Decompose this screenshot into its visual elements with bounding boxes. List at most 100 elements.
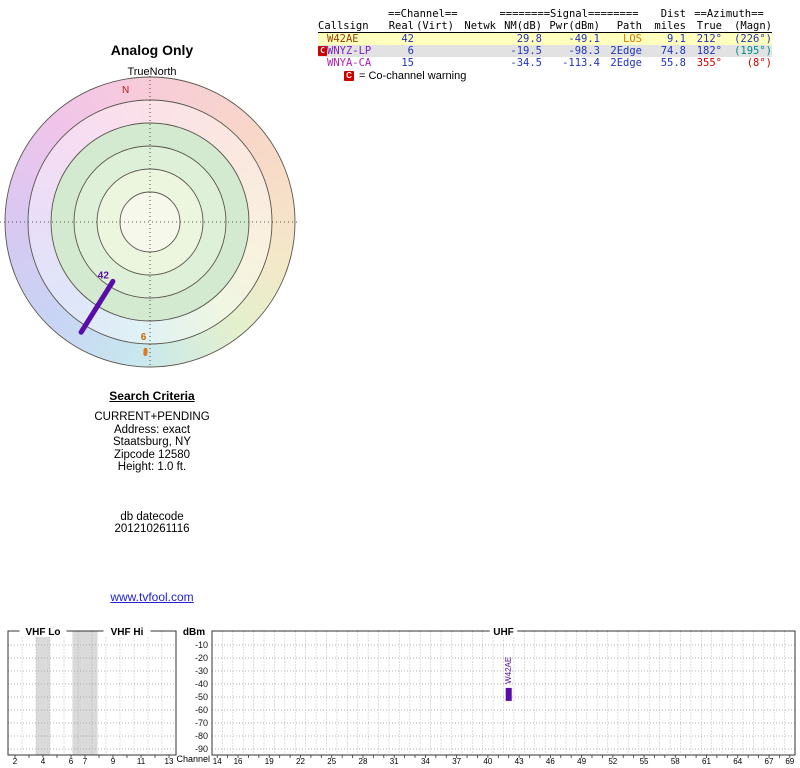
- real-cell: 15: [401, 57, 414, 69]
- band-section-label: VHF Hi: [111, 627, 144, 638]
- search-criteria: Search Criteria CURRENT+PENDING Address: …: [0, 390, 304, 535]
- channel-tick-label: 19: [265, 757, 274, 766]
- virt-cell: [414, 57, 454, 69]
- channel-tick-label: 13: [165, 757, 174, 766]
- search-line: db datecode: [120, 510, 184, 523]
- dbm-tick-label: -80: [195, 731, 208, 741]
- channel-tick-label: 6: [69, 757, 74, 766]
- uhf-signal-bar: [505, 687, 512, 701]
- channel-tick-label: 43: [515, 757, 524, 766]
- channel-tick-label: 28: [359, 757, 368, 766]
- band-section-label: UHF: [493, 627, 514, 638]
- band-section-label: VHF Lo: [26, 627, 61, 638]
- path-cell: LOS: [623, 33, 642, 45]
- pwr-cell: -49.1: [568, 33, 600, 45]
- dbm-tick-label: -40: [195, 679, 208, 689]
- group-header-cell: ==Azimuth==: [694, 8, 764, 20]
- group-header-cell: Dist: [660, 8, 686, 20]
- channel-tick-label: 2: [13, 757, 18, 766]
- channel-tick-label: 4: [41, 757, 46, 766]
- channel-tick-label: 49: [577, 757, 586, 766]
- signal-table: ==Channel== ========Signal======== Dist ==A…: [318, 8, 772, 69]
- channel-tick-label: 11: [137, 757, 146, 766]
- flag-spacer: [318, 33, 327, 45]
- column-header: Callsign: [318, 20, 369, 32]
- nm-cell: -19.5: [510, 45, 542, 57]
- column-header: Real: [388, 20, 414, 32]
- co-channel-legend-text: = Co-channel warning: [359, 70, 467, 82]
- true-cell: 182°: [696, 45, 722, 57]
- north-marker: N: [122, 85, 129, 96]
- path-cell: 2Edge: [610, 57, 642, 69]
- polar-subtitle: TrueNorth: [127, 66, 177, 78]
- column-header: (Virt): [416, 20, 454, 32]
- path-cell: 2Edge: [610, 45, 642, 57]
- dbm-axis-label: dBm: [183, 627, 205, 638]
- co-channel-flag: C: [344, 71, 354, 81]
- search-line: [0, 498, 304, 510]
- search-line: [0, 473, 304, 485]
- virt-cell: [414, 33, 454, 45]
- channel-tick-label: 16: [234, 757, 243, 766]
- miles-cell: 55.8: [660, 57, 686, 69]
- channel-tick-label: 58: [671, 757, 680, 766]
- polar-signal-42: [78, 278, 116, 335]
- channel-tick-label: 69: [785, 757, 794, 766]
- search-criteria-heading: Search Criteria: [109, 389, 195, 403]
- dbm-tick-label: -10: [195, 640, 208, 650]
- channel-tick-label: 40: [483, 757, 492, 766]
- channel-tick-label: 64: [733, 757, 742, 766]
- channel-tick-label: 37: [452, 757, 461, 766]
- search-line: Height: 1.0 ft.: [117, 461, 187, 474]
- search-line: CURRENT+PENDING: [94, 411, 210, 424]
- search-criteria-lines: CURRENT+PENDING Address: exact Staatsburg,…: [0, 411, 304, 535]
- channel-tick-label: 34: [421, 757, 430, 766]
- channel-tick-label: 52: [608, 757, 617, 766]
- pwr-cell: -113.4: [562, 57, 600, 69]
- site-link-wrap: www.tvfool.com: [0, 590, 304, 604]
- channel-tick-label: 46: [546, 757, 555, 766]
- magn-cell: (195°): [734, 45, 772, 57]
- polar-plot: N 42 6: [0, 76, 300, 368]
- page-title: Analog Only: [110, 42, 194, 58]
- vhf-panel: [7, 630, 177, 756]
- group-header-cell: ==Channel==: [388, 8, 458, 20]
- column-header: Netwk: [464, 20, 496, 32]
- column-header: Path: [616, 20, 642, 32]
- group-header-cell: [454, 8, 496, 20]
- channel-tick-label: 55: [640, 757, 649, 766]
- channel-tick-label: 31: [390, 757, 399, 766]
- shaded-band: [72, 631, 98, 755]
- dbm-tick-label: -20: [195, 653, 208, 663]
- dbm-tick-label: -90: [195, 744, 208, 754]
- polar-ring: [73, 145, 227, 299]
- virt-cell: [414, 45, 454, 57]
- channel-axis-label: Channel: [176, 754, 210, 764]
- table-row: W42AE 42 29.8 -49.1 LOS 9.1 212° (226°): [318, 33, 772, 45]
- band-chart: -10 -20 -30 -40 -50 -60 -70 -80 -90 VHF Lo VHF Hi U…: [7, 625, 796, 766]
- channel-tick-label: 67: [765, 757, 774, 766]
- true-cell: 355°: [696, 57, 722, 69]
- polar-signal-label-6: 6: [141, 332, 147, 343]
- magn-cell: (226°): [734, 33, 772, 45]
- channel-tick-label: 9: [111, 757, 116, 766]
- table-row: WNYA-CA 15 -34.5 -113.4 2Edge 55.8 355° (8°): [318, 57, 772, 69]
- group-header-cell: [318, 8, 388, 20]
- signal-rows: W42AE 42 29.8 -49.1 LOS 9.1 212° (226°) C WNYZ-LP…: [318, 33, 772, 69]
- real-cell: 42: [401, 33, 414, 45]
- channel-tick-label: 61: [702, 757, 711, 766]
- shaded-band: [36, 631, 50, 755]
- search-line: [0, 486, 304, 498]
- search-line: Staatsburg, NY: [113, 436, 191, 449]
- dbm-tick-label: -50: [195, 692, 208, 702]
- search-line: Zipcode 12580: [113, 448, 191, 461]
- co-channel-flag: C: [318, 46, 327, 56]
- search-line: 201210261116: [114, 523, 190, 536]
- column-header: NM(dB): [504, 20, 542, 32]
- channel-tick-label: 7: [83, 757, 88, 766]
- tvfool-link[interactable]: www.tvfool.com: [110, 590, 194, 604]
- channel-tick-label: 14: [213, 757, 222, 766]
- pwr-cell: -98.3: [568, 45, 600, 57]
- column-header: (Magn): [734, 20, 772, 32]
- netwk-cell: [454, 33, 496, 45]
